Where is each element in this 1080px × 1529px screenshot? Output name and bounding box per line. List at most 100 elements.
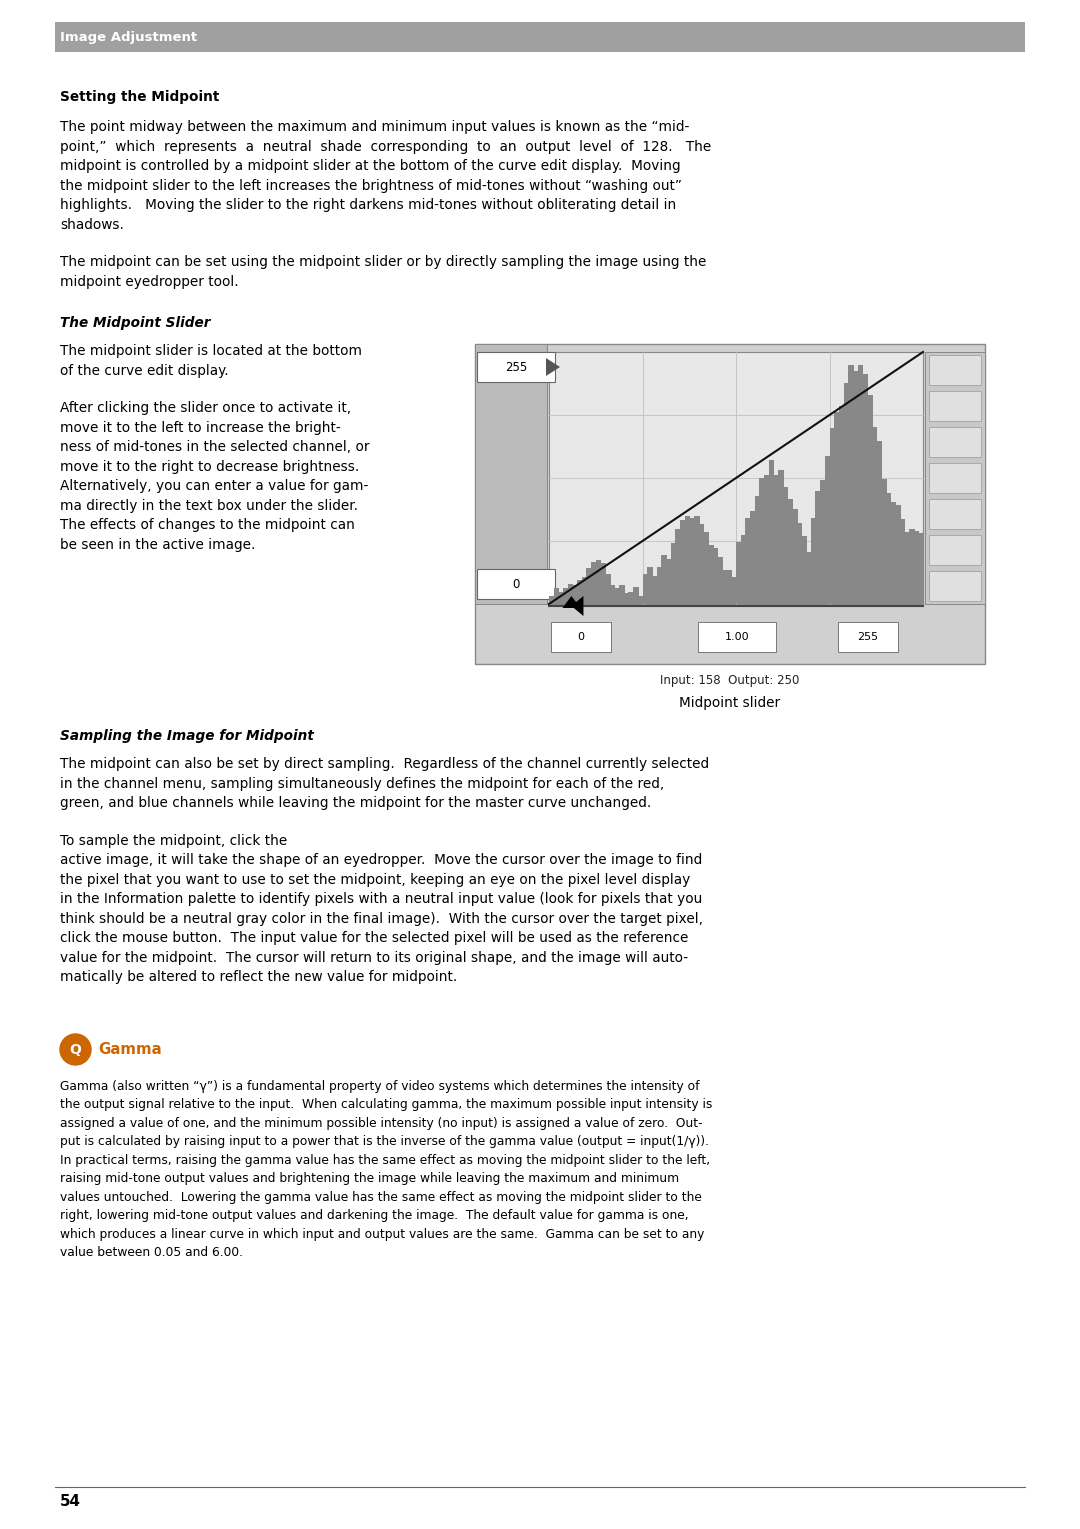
Bar	[858, 364, 863, 604]
Bar	[551, 622, 611, 651]
Bar	[638, 596, 644, 604]
Bar	[582, 578, 588, 604]
Text: In practical terms, raising the gamma value has the same effect as moving the mi: In practical terms, raising the gamma va…	[60, 1153, 711, 1167]
Text: After clicking the slider once to activate it,: After clicking the slider once to activa…	[60, 401, 351, 414]
Bar	[629, 592, 634, 604]
Text: Image Adjustment: Image Adjustment	[60, 31, 198, 43]
Bar	[666, 560, 672, 604]
Text: value for the midpoint.  The cursor will return to its original shape, and the i: value for the midpoint. The cursor will …	[60, 951, 688, 965]
Bar	[918, 532, 924, 604]
Text: The Midpoint Slider: The Midpoint Slider	[60, 317, 211, 330]
Bar	[843, 382, 849, 604]
Text: assigned a value of one, and the minimum possible intensity (no input) is assign: assigned a value of one, and the minimum…	[60, 1116, 703, 1130]
Polygon shape	[546, 358, 561, 376]
Bar	[633, 587, 639, 604]
Text: the pixel that you want to use to set the midpoint, keeping an eye on the pixel : the pixel that you want to use to set th…	[60, 873, 690, 887]
Bar	[924, 352, 985, 604]
Bar	[554, 589, 559, 604]
Text: of the curve edit display.: of the curve edit display.	[60, 364, 229, 378]
Bar	[929, 391, 981, 420]
Bar	[797, 523, 802, 604]
Text: 0: 0	[512, 578, 519, 590]
Text: 255: 255	[504, 361, 527, 373]
Text: 255: 255	[858, 631, 878, 642]
Text: value between 0.05 and 6.00.: value between 0.05 and 6.00.	[60, 1246, 243, 1258]
Text: Setting the Midpoint: Setting the Midpoint	[60, 90, 219, 104]
Bar	[685, 517, 690, 604]
Bar	[717, 557, 723, 604]
Bar	[689, 518, 694, 604]
Text: Gamma (also written “γ”) is a fundamental property of video systems which determ: Gamma (also written “γ”) is a fundamenta…	[60, 1079, 700, 1093]
Bar	[615, 587, 620, 604]
Text: move it to the left to increase the bright-: move it to the left to increase the brig…	[60, 420, 341, 434]
Bar	[872, 427, 877, 604]
Bar	[671, 543, 676, 604]
Text: move it to the right to decrease brightness.: move it to the right to decrease brightn…	[60, 460, 360, 474]
Text: The effects of changes to the midpoint can: The effects of changes to the midpoint c…	[60, 518, 355, 532]
Text: 1.00: 1.00	[725, 631, 750, 642]
Text: The point midway between the maximum and minimum input values is known as the “m: The point midway between the maximum and…	[60, 119, 689, 135]
Text: Input: 158  Output: 250: Input: 158 Output: 250	[660, 674, 799, 687]
Text: To sample the midpoint, click the: To sample the midpoint, click the	[60, 833, 292, 847]
Bar	[721, 570, 728, 604]
Bar	[558, 592, 564, 604]
Bar	[735, 541, 742, 604]
Bar	[586, 569, 592, 604]
Bar	[811, 518, 816, 604]
Text: put is calculated by raising input to a power that is the inverse of the gamma v: put is calculated by raising input to a …	[60, 1135, 708, 1148]
Bar	[624, 593, 630, 604]
Text: midpoint is controlled by a midpoint slider at the bottom of the curve edit disp: midpoint is controlled by a midpoint sli…	[60, 159, 680, 173]
Bar	[862, 373, 868, 604]
Bar	[909, 529, 915, 604]
Bar	[619, 584, 625, 604]
Bar	[806, 552, 812, 604]
Bar	[787, 500, 793, 604]
Bar	[699, 524, 704, 604]
Bar	[475, 344, 546, 604]
Bar	[929, 355, 981, 385]
Text: Gamma: Gamma	[98, 1041, 162, 1057]
Bar	[741, 535, 746, 604]
Bar	[838, 622, 897, 651]
Bar	[853, 372, 859, 604]
Bar	[755, 495, 760, 604]
Bar	[600, 563, 606, 604]
Bar	[792, 509, 798, 604]
Text: ma directly in the text box under the slider.: ma directly in the text box under the sl…	[60, 498, 357, 512]
Bar	[657, 567, 662, 604]
Bar	[890, 503, 896, 604]
Text: The midpoint can also be set by direct sampling.  Regardless of the channel curr: The midpoint can also be set by direct s…	[60, 757, 710, 771]
Bar	[886, 492, 891, 604]
Bar	[698, 622, 777, 651]
Bar	[652, 575, 658, 604]
Bar	[605, 575, 611, 604]
Bar	[647, 567, 652, 604]
Bar	[750, 511, 756, 604]
Bar	[745, 518, 751, 604]
Bar	[769, 460, 774, 604]
Bar	[610, 584, 616, 604]
Bar	[643, 573, 648, 604]
Bar	[900, 518, 905, 604]
Text: the midpoint slider to the left increases the brightness of mid-tones without “w: the midpoint slider to the left increase…	[60, 179, 681, 193]
Bar	[867, 396, 873, 604]
Bar	[577, 579, 583, 604]
Text: right, lowering mid-tone output values and darkening the image.  The default val: right, lowering mid-tone output values a…	[60, 1209, 689, 1222]
Text: think should be a neutral gray color in the final image).  With the cursor over : think should be a neutral gray color in …	[60, 911, 703, 925]
Bar	[764, 476, 770, 604]
Bar	[477, 569, 555, 599]
Bar	[815, 491, 821, 604]
Bar	[881, 480, 887, 604]
Bar	[820, 480, 826, 604]
Text: active image, it will take the shape of an eyedropper.  Move the cursor over the: active image, it will take the shape of …	[60, 853, 702, 867]
Text: matically be altered to reflect the new value for midpoint.: matically be altered to reflect the new …	[60, 969, 457, 985]
Text: be seen in the active image.: be seen in the active image.	[60, 538, 255, 552]
Bar	[703, 532, 708, 604]
Bar	[825, 456, 831, 604]
Text: midpoint eyedropper tool.: midpoint eyedropper tool.	[60, 275, 239, 289]
Bar	[801, 537, 807, 604]
Text: in the Information palette to identify pixels with a neutral input value (look f: in the Information palette to identify p…	[60, 891, 702, 907]
Bar	[773, 476, 779, 604]
Text: 0: 0	[578, 631, 584, 642]
Bar	[929, 570, 981, 601]
